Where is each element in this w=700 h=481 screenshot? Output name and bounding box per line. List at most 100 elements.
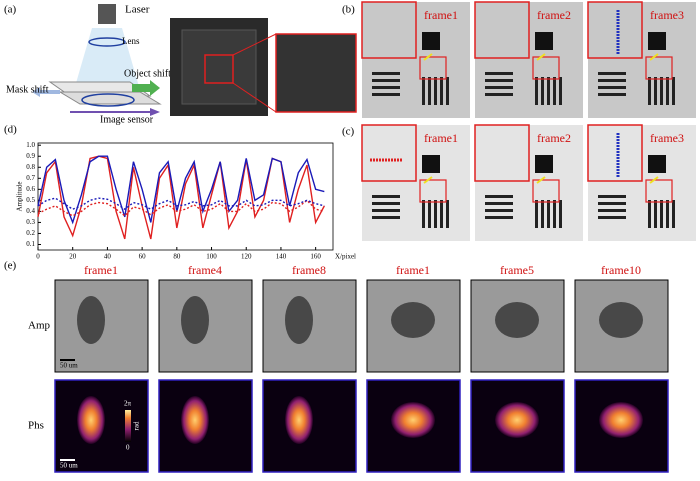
line-series: [37, 197, 325, 211]
y-tick-label: 0.8: [26, 163, 35, 171]
bar-pattern: [446, 200, 449, 228]
x-tick-label: 100: [206, 253, 217, 261]
label: Lens: [122, 36, 140, 46]
bar-pattern: [434, 77, 437, 105]
bar-pattern: [372, 79, 400, 82]
bar-pattern: [422, 200, 425, 228]
bar-pattern: [535, 200, 538, 228]
y-tick-label: 0.6: [26, 185, 35, 193]
bar-pattern: [485, 79, 513, 82]
sensor-image: [170, 18, 357, 116]
panel-label: (b): [342, 4, 355, 16]
zoom-box: [532, 179, 560, 203]
cell-images: frame1 frame4 frame8 frame1 frame5 frame10 Amp…: [28, 263, 669, 473]
x-tick-label: 140: [276, 253, 287, 261]
bar-pattern: [485, 93, 513, 96]
bar-pattern: [434, 200, 437, 228]
bar-pattern: [598, 72, 626, 75]
bar-pattern: [485, 72, 513, 75]
panel-label: (a): [4, 4, 17, 16]
bar-pattern: [440, 200, 443, 228]
y-tick-label: 0.9: [26, 152, 35, 160]
bar-pattern: [541, 200, 544, 228]
bar-pattern: [372, 216, 400, 219]
bar-pattern: [372, 202, 400, 205]
bar-pattern: [598, 79, 626, 82]
zoom-inset: [587, 1, 643, 59]
bar-pattern: [648, 77, 651, 105]
bar-pattern: [428, 200, 431, 228]
bar-pattern: [553, 200, 556, 228]
cell: [391, 302, 435, 338]
arrow: [423, 53, 433, 61]
frame-label: frame2: [537, 8, 571, 22]
bar-pattern: [485, 209, 513, 212]
bar-pattern: [428, 77, 431, 105]
bar-pattern: [598, 216, 626, 219]
bar-pattern: [535, 77, 538, 105]
arrow: [649, 176, 659, 184]
zoom-inset: [587, 124, 643, 182]
zoom-box: [532, 56, 560, 80]
x-tick-label: 20: [69, 253, 77, 261]
bar-pattern: [485, 86, 513, 89]
y-axis-label: Amplitude: [16, 182, 24, 212]
y-tick-label: 0.7: [26, 174, 35, 182]
scale-label: 50 um: [60, 362, 78, 370]
bar-pattern: [666, 77, 669, 105]
bar-pattern: [672, 200, 675, 228]
bar-pattern: [660, 200, 663, 228]
y-tick-label: 0.2: [26, 229, 35, 237]
bar-pattern: [654, 200, 657, 228]
arrow: [536, 176, 546, 184]
square: [422, 32, 440, 50]
frame-label: frame4: [188, 263, 222, 277]
cell: [77, 296, 105, 344]
y-tick-label: 0.4: [26, 207, 35, 215]
x-tick-label: 160: [310, 253, 321, 261]
cell: [599, 302, 643, 338]
bar-pattern: [372, 72, 400, 75]
bar-pattern: [446, 77, 449, 105]
bar-pattern: [541, 77, 544, 105]
row-label: Amp: [28, 320, 51, 332]
zoom-inset: [474, 1, 530, 59]
bar-pattern: [598, 209, 626, 212]
bar-pattern: [372, 195, 400, 198]
frame-label: frame10: [601, 263, 641, 277]
panel-label: (d): [4, 124, 17, 136]
cell: [285, 296, 313, 344]
usaf-panels: frame1 frame2 frame3 frame1 frame2 frame3: [361, 1, 696, 241]
bar-pattern: [485, 216, 513, 219]
square: [648, 32, 666, 50]
frame-label: frame3: [650, 8, 684, 22]
bar-pattern: [559, 200, 562, 228]
y-tick-label: 0.1: [26, 240, 35, 248]
x-tick-label: 40: [104, 253, 112, 261]
cell: [181, 296, 209, 344]
x-tick-label: 0: [36, 253, 40, 261]
arrow: [649, 53, 659, 61]
colorbar-min: 0: [126, 444, 130, 452]
bar-pattern: [547, 200, 550, 228]
y-tick-label: 0.5: [26, 196, 35, 204]
cell: [77, 396, 105, 444]
square: [535, 155, 553, 173]
bar-pattern: [648, 200, 651, 228]
frame-label: frame1: [424, 8, 458, 22]
bar-pattern: [654, 77, 657, 105]
plot-frame: [37, 142, 334, 251]
bar-pattern: [372, 93, 400, 96]
line-series: [37, 199, 325, 217]
panel-label: (c): [342, 126, 355, 138]
frame-label: frame5: [500, 263, 534, 277]
arrow: [423, 176, 433, 184]
zoom-box: [645, 56, 673, 80]
cell: [391, 402, 435, 438]
y-tick-label: 1.0: [26, 141, 35, 149]
frame-label: frame1: [396, 263, 430, 277]
zoom-box: [419, 56, 447, 80]
label: Mask shift: [6, 84, 49, 95]
square: [648, 155, 666, 173]
